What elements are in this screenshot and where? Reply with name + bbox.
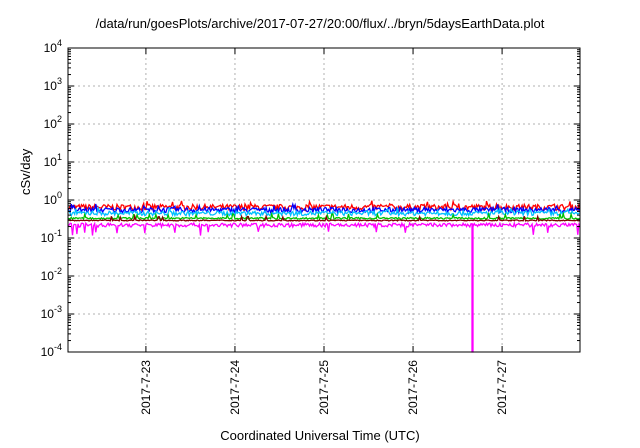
x-tick-label: 2017-7-23 [139,360,153,415]
x-tick-label: 2017-7-24 [228,360,242,415]
series-line [67,221,581,353]
series-line [67,205,580,218]
series-line [67,201,581,216]
x-tick-label: 2017-7-25 [317,360,331,415]
y-tick-label: 104 [44,38,62,55]
series-line [67,211,581,221]
y-tick-label: 10-4 [41,342,62,359]
y-tick-label: 102 [44,114,62,131]
y-tick-label: 103 [44,76,62,93]
y-tick-label: 101 [44,152,62,169]
y-tick-label: 10-2 [41,266,62,283]
x-axis-label: Coordinated Universal Time (UTC) [220,428,420,443]
chart-title: /data/run/goesPlots/archive/2017-07-27/2… [95,16,545,31]
series-line [67,213,581,223]
x-tick-label: 2017-7-26 [406,360,420,415]
y-tick-label: 100 [44,190,62,207]
x-tick-label: 2017-7-27 [495,360,509,415]
y-tick-label: 10-1 [41,228,62,245]
y-tick-label: 10-3 [41,304,62,321]
